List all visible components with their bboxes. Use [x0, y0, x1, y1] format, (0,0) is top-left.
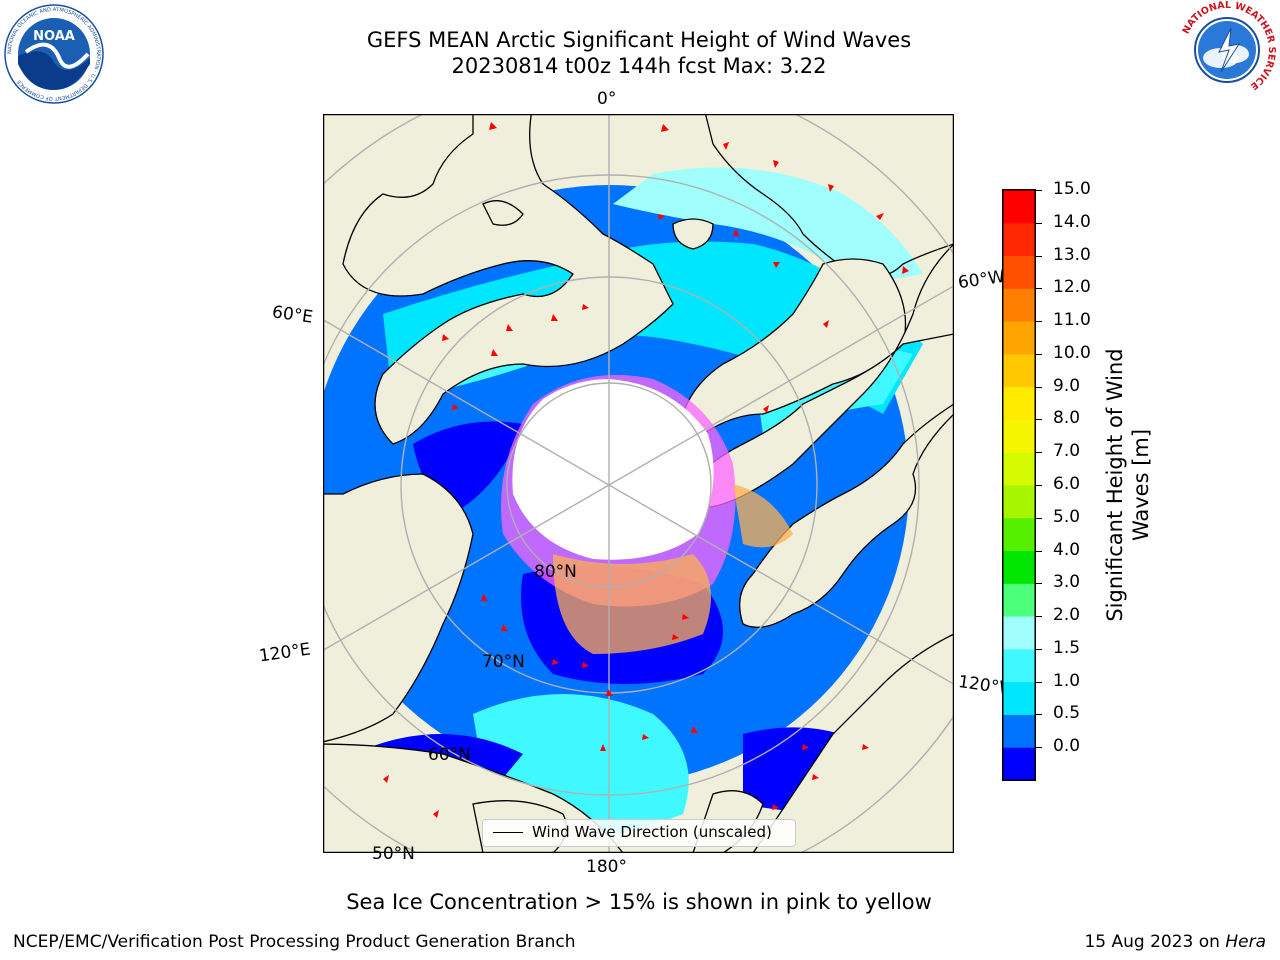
colorbar-band [1003, 353, 1035, 388]
lat-label-60n: 60°N [428, 745, 471, 765]
map-legend: Wind Wave Direction (unscaled) [482, 819, 796, 847]
colorbar-tick-label: 3.0 [1053, 572, 1081, 593]
legend-label: Wind Wave Direction (unscaled) [532, 823, 772, 841]
colorbar-tick-label: 1.5 [1053, 637, 1081, 658]
colorbar-tick-label: 6.0 [1053, 474, 1081, 494]
colorbar-tick-mark [1036, 190, 1042, 191]
colorbar-band [1003, 583, 1035, 617]
colorbar-band [1003, 321, 1035, 355]
lat-label-70n: 70°N [482, 652, 525, 672]
colorbar-tick-label: 8.0 [1053, 408, 1081, 429]
colorbar-tick-label: 2.0 [1053, 605, 1081, 626]
colorbar-band [1003, 452, 1035, 486]
date-text: 15 Aug 2023 on Hera [1084, 932, 1266, 952]
colorbar-band [1003, 714, 1035, 748]
colorbar-tick-label: 10.0 [1053, 342, 1091, 363]
colorbar-tick-mark [1036, 583, 1042, 585]
date-label: 15 Aug 2023 on [1084, 932, 1226, 952]
colorbar-tick-label: 0.0 [1053, 736, 1081, 757]
sea-ice-footnote: Sea Ice Concentration > 15% is shown in … [346, 890, 932, 914]
legend-line-sample [493, 832, 523, 833]
colorbar-tick-mark [1036, 288, 1042, 290]
colorbar-tick-mark [1036, 714, 1042, 716]
colorbar-tick-mark [1036, 747, 1042, 749]
polar-stereographic-map [323, 114, 954, 853]
colorbar-band [1003, 386, 1035, 420]
host-name: Hera [1225, 932, 1266, 952]
colorbar-tick-mark [1036, 222, 1042, 224]
colorbar-band [1003, 550, 1035, 584]
colorbar-tick-label: 1.0 [1053, 670, 1081, 691]
colorbar-band [1003, 419, 1035, 453]
colorbar-tick-label: 13.0 [1053, 244, 1091, 265]
colorbar-band [1003, 747, 1035, 781]
colorbar-tick-mark [1036, 485, 1042, 486]
lon-label-120e: 120°E [257, 639, 312, 667]
colorbar-tick-mark [1036, 517, 1042, 519]
map-title: GEFS MEAN Arctic Significant Height of W… [366, 28, 912, 52]
nws-logo: NATIONAL WEATHER SERVICE [1178, 0, 1277, 99]
colorbar-tick-mark [1036, 419, 1042, 421]
colorbar-tick-label: 0.5 [1053, 703, 1081, 724]
colorbar-label-line2: Waves [m] [1129, 428, 1153, 542]
colorbar-tick-mark [1036, 648, 1042, 650]
colorbar-tick-label: 15.0 [1053, 179, 1091, 199]
colorbar-tick-mark [1036, 452, 1042, 454]
colorbar-band [1003, 681, 1035, 715]
lon-label-180: 180° [586, 857, 627, 877]
colorbar-band [1003, 485, 1035, 519]
pole-no-data [512, 379, 714, 560]
colorbar-tick-mark [1036, 681, 1042, 683]
lat-label-50n: 50°N [372, 844, 415, 864]
colorbar-band [1003, 190, 1035, 224]
noaa-logo: NATIONAL OCEANIC AND ATMOSPHERIC ADMINIS… [4, 4, 104, 104]
continents [323, 114, 954, 853]
lon-label-60w: 60°W [956, 266, 1007, 294]
colorbar-tick-label: 12.0 [1053, 277, 1091, 298]
lon-label-0: 0° [597, 89, 617, 109]
map-subtitle: 20230814 t00z 144h fcst Max: 3.22 [451, 54, 827, 78]
colorbar-band [1003, 288, 1035, 322]
colorbar-tick-label: 7.0 [1053, 441, 1081, 462]
lat-label-80n: 80°N [534, 562, 577, 582]
colorbar-tick-mark [1036, 616, 1042, 618]
colorbar-tick-mark [1036, 550, 1042, 552]
noaa-logo-text: NOAA [33, 29, 75, 44]
colorbar [1002, 189, 1036, 781]
colorbar-band [1003, 255, 1035, 289]
colorbar-tick-mark [1036, 353, 1042, 355]
colorbar-label-line1: Significant Height of Wind [1103, 348, 1127, 622]
colorbar-tick-label: 5.0 [1053, 506, 1081, 527]
lon-label-60e: 60°E [270, 302, 315, 328]
colorbar-band [1003, 616, 1035, 650]
colorbar-tick-label: 11.0 [1053, 310, 1091, 331]
colorbar-band [1003, 648, 1035, 683]
colorbar-tick-mark [1036, 386, 1042, 388]
colorbar-tick-mark [1036, 255, 1042, 257]
colorbar-tick-label: 9.0 [1053, 375, 1081, 396]
wind-wave-arrows [383, 122, 909, 818]
colorbar-frame [1002, 189, 1036, 781]
colorbar-tick-mark [1036, 321, 1042, 323]
colorbar-band [1003, 517, 1035, 552]
credit-text: NCEP/EMC/Verification Post Processing Pr… [13, 932, 576, 952]
map-frame [323, 114, 954, 853]
colorbar-band [1003, 222, 1035, 257]
colorbar-tick-label: 4.0 [1053, 539, 1081, 560]
colorbar-tick-label: 14.0 [1053, 211, 1091, 232]
